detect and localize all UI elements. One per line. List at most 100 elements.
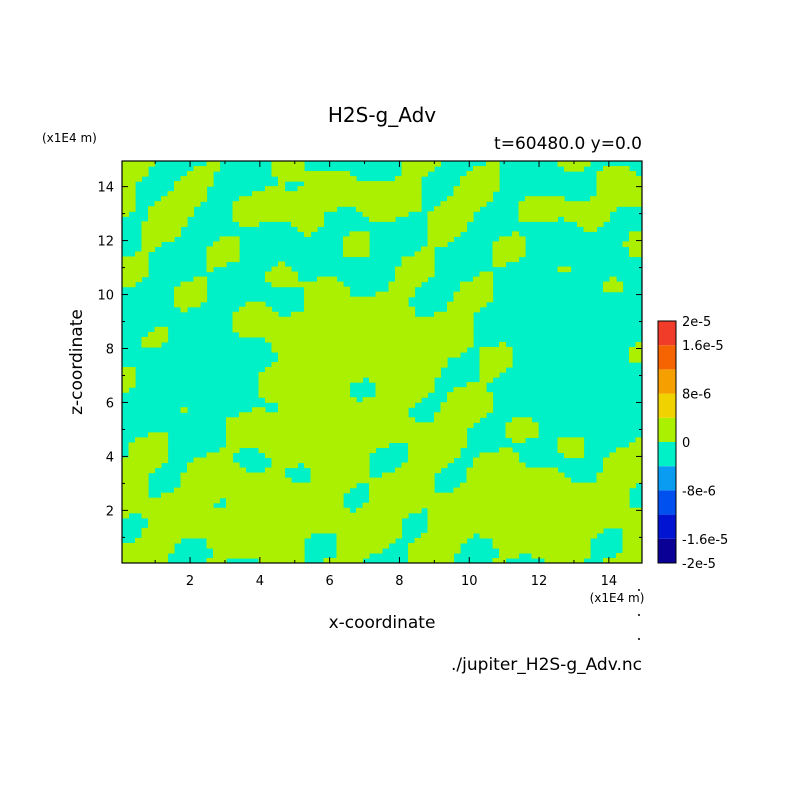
heatmap-cell xyxy=(232,326,474,333)
heatmap-cell xyxy=(369,482,435,489)
heatmap-cell xyxy=(278,351,461,358)
heatmap-cell xyxy=(232,206,338,212)
heatmap-cell xyxy=(518,211,611,217)
heatmap-cell xyxy=(531,552,591,559)
heatmap-cell xyxy=(226,442,390,449)
heatmap-cell xyxy=(278,176,357,182)
heatmap-cell xyxy=(408,542,461,549)
marker-dot xyxy=(638,614,640,616)
heatmap-cell xyxy=(447,301,487,308)
heatmap-cell xyxy=(206,251,240,258)
y-tick-label: 8 xyxy=(106,343,114,358)
heatmap-cell xyxy=(434,417,481,423)
heatmap-cell xyxy=(271,266,292,273)
heatmap-cell xyxy=(245,301,266,308)
heatmap-cell xyxy=(408,557,455,563)
heatmap-cell xyxy=(564,216,611,222)
heatmap-cell xyxy=(622,537,642,544)
colorbar-label: 1.6e-5 xyxy=(682,339,724,354)
heatmap-cell xyxy=(603,557,642,563)
heatmap-cell xyxy=(408,442,468,449)
heatmap-cell xyxy=(141,236,175,243)
heatmap-cell xyxy=(447,306,481,313)
heatmap-cell xyxy=(453,191,494,197)
heatmap-cell xyxy=(122,161,156,167)
heatmap-cell xyxy=(258,557,305,563)
colorbar-segment xyxy=(658,417,676,442)
heatmap-cell xyxy=(629,251,642,258)
heatmap-cell xyxy=(122,206,136,212)
heatmap-cell xyxy=(336,547,383,554)
heatmap-cell xyxy=(544,557,585,563)
colorbar-segment xyxy=(658,369,676,394)
heatmap-cell xyxy=(271,346,468,353)
heatmap-cell xyxy=(239,221,260,227)
heatmap-cell xyxy=(122,477,149,484)
heatmap-cell xyxy=(258,372,442,378)
heatmap-cell xyxy=(122,261,149,268)
heatmap-cell xyxy=(479,362,513,368)
heatmap-cell xyxy=(343,251,370,258)
heatmap-cell xyxy=(395,467,442,474)
heatmap-cell xyxy=(141,221,188,227)
heatmap-cell xyxy=(421,532,474,539)
heatmap-cell xyxy=(161,492,344,499)
heatmap-cell xyxy=(265,276,299,283)
heatmap-cell xyxy=(440,402,494,408)
heatmap-cell xyxy=(629,231,642,237)
heatmap-cell xyxy=(492,261,507,268)
heatmap-cell xyxy=(369,497,630,504)
heatmap-cell xyxy=(369,216,396,222)
heatmap-cell xyxy=(122,166,149,172)
heatmap-cell xyxy=(434,311,474,318)
heatmap-cell xyxy=(193,276,208,283)
heatmap-cell xyxy=(304,296,409,303)
x-tick-label: 14 xyxy=(601,574,618,589)
heatmap-cell xyxy=(122,191,136,197)
colorbar-labels: 2e-5 1.6e-5 8e-6 0 -8e-6 -1.6e-5 -2e-5 xyxy=(682,315,728,572)
heatmap-cell xyxy=(460,482,637,489)
heatmap-cell xyxy=(122,482,149,489)
heatmap-cell xyxy=(596,477,642,484)
heatmap-cell xyxy=(609,276,617,283)
heatmap-cell xyxy=(557,437,585,444)
heatmap-cell xyxy=(622,527,642,534)
heatmap-cell xyxy=(148,432,169,438)
heatmap-cell xyxy=(557,447,585,454)
heatmap-cell xyxy=(629,351,642,358)
heatmap-cell xyxy=(148,517,403,524)
heatmap-cell xyxy=(434,412,487,418)
heatmap-cell xyxy=(226,422,474,428)
heatmap-cell xyxy=(343,236,370,243)
heatmap-cell xyxy=(362,397,422,403)
heatmap-cell xyxy=(304,301,409,308)
heatmap-cell xyxy=(629,236,642,243)
heatmap-cell xyxy=(479,271,494,278)
heatmap-cell xyxy=(304,462,370,469)
heatmap-cell xyxy=(219,236,240,243)
plot-frame xyxy=(121,160,643,564)
heatmap-cell xyxy=(232,321,474,328)
y-tick-label: 14 xyxy=(97,181,114,196)
heatmap-cell xyxy=(447,397,494,403)
heatmap-cell xyxy=(492,542,591,549)
x-axis-ticks: 2 4 6 8 10 12 14 xyxy=(154,161,618,589)
heatmap-cell xyxy=(356,507,422,514)
heatmap-cell xyxy=(466,171,500,177)
heatmap-cell xyxy=(122,507,351,514)
heatmap-cell xyxy=(388,286,416,293)
heatmap-cell xyxy=(310,472,370,479)
heatmap-cell xyxy=(304,291,351,298)
heatmap-cell xyxy=(499,447,513,454)
x-tick-label: 12 xyxy=(531,574,548,589)
heatmap-cell xyxy=(408,447,461,454)
heatmap-cell xyxy=(492,246,526,253)
heatmap-cell xyxy=(629,356,642,363)
heatmap-cell xyxy=(401,256,435,263)
heatmap-cell xyxy=(265,271,299,278)
heatmap-cell xyxy=(427,221,468,227)
heatmap-cell xyxy=(161,196,208,202)
heatmap-cell xyxy=(414,537,468,544)
heatmap-cell xyxy=(499,341,507,348)
